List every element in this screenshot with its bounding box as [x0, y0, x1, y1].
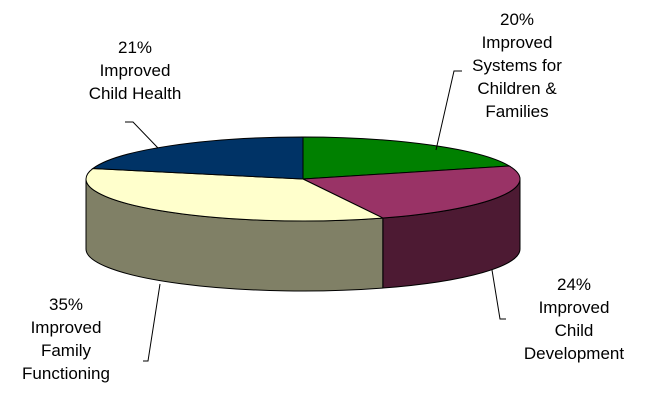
- slice-top-3: [85, 168, 385, 222]
- data-label-category-2-line-2: Child: [555, 321, 594, 340]
- leader-line-2: [491, 269, 506, 320]
- data-label-category-1-line-3: Children &: [477, 79, 557, 98]
- data-label-category-3-line-2: Family: [41, 341, 92, 360]
- data-label-category-4-line-1: Improved: [100, 61, 171, 80]
- leader-lines: [125, 70, 506, 362]
- pie-side-walls: [85, 178, 521, 292]
- data-label-category-1-line-1: Improved: [482, 33, 553, 52]
- leader-line-1: [435, 70, 462, 151]
- data-label-category-3-line-1: Improved: [31, 318, 102, 337]
- data-label-category-3-line-3: Functioning: [22, 364, 110, 383]
- data-label-category-1-line-2: Systems for: [472, 56, 562, 75]
- leader-line-4: [125, 121, 159, 149]
- data-label-category-2-line-3: Development: [524, 344, 624, 363]
- data-labels: 20% Improved Systems for Children & Families…: [22, 10, 624, 383]
- slice-top-4: [91, 136, 304, 180]
- data-label-percent-4: 21%: [118, 38, 152, 57]
- data-label-category-4-line-2: Child Health: [89, 84, 182, 103]
- data-label-category-2-line-1: Improved: [539, 298, 610, 317]
- data-label-percent-3: 35%: [49, 295, 83, 314]
- data-label-percent-2: 24%: [557, 275, 591, 294]
- leader-line-3: [143, 283, 161, 362]
- slice-top-1: [302, 136, 512, 180]
- data-label-category-1-line-4: Families: [485, 102, 548, 121]
- pie-top-faces: [85, 136, 521, 222]
- data-label-percent-1: 20%: [500, 10, 534, 29]
